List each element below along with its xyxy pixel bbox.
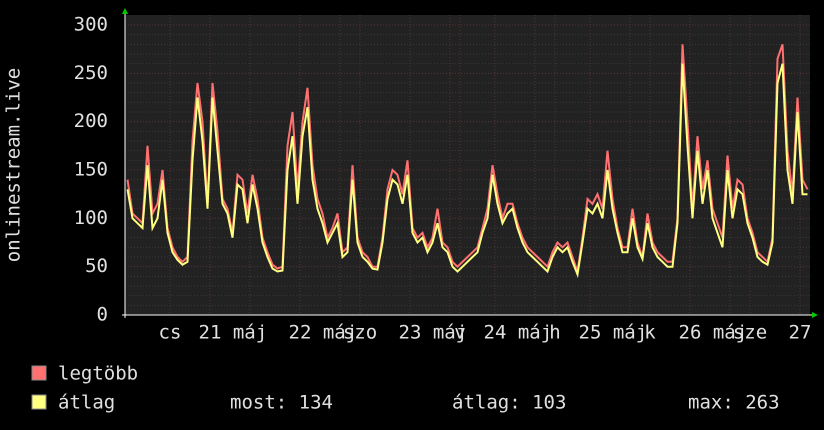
- x-tick-label: máj: [233, 322, 267, 344]
- x-tick-label: 21: [199, 322, 222, 344]
- x-tick-label: máj: [613, 322, 647, 344]
- axis-arrow: [122, 8, 128, 14]
- legend-swatch: [31, 365, 47, 381]
- x-tick-label: 24: [484, 322, 507, 344]
- y-tick-label: 0: [97, 304, 108, 326]
- y-tick-label: 100: [74, 207, 108, 229]
- x-tick-label: 23: [399, 322, 422, 344]
- stat: átlag: 103: [452, 392, 566, 414]
- x-tick-label: szo: [343, 322, 377, 344]
- x-tick-label: 26: [679, 322, 702, 344]
- y-tick-label: 50: [85, 255, 108, 277]
- x-tick-label: h: [549, 322, 560, 344]
- y-tick-label: 200: [74, 110, 108, 132]
- y-tick-label: 300: [74, 14, 108, 36]
- x-tick-label: máj: [518, 322, 552, 344]
- x-tick-label: cs: [159, 322, 182, 344]
- x-tick-label: 27: [789, 322, 812, 344]
- x-tick-label: 25: [579, 322, 602, 344]
- y-tick-label: 250: [74, 62, 108, 84]
- x-tick-label: máj: [433, 322, 467, 344]
- y-tick-label: 150: [74, 159, 108, 181]
- x-tick-label: 22: [289, 322, 312, 344]
- series-line: [126, 63, 808, 279]
- stat: max: 263: [688, 392, 780, 414]
- y-axis-label: onlinestream.live: [3, 68, 25, 262]
- x-tick-label: v: [454, 322, 465, 344]
- stat: most: 134: [230, 392, 333, 414]
- legend-label: legtöbb: [58, 363, 138, 385]
- x-tick-label: máj: [713, 322, 747, 344]
- x-tick-label: sze: [733, 322, 767, 344]
- x-tick-label: k: [644, 322, 656, 344]
- axis-arrow: [812, 312, 818, 318]
- x-tick-label: máj: [323, 322, 357, 344]
- legend-label: átlag: [58, 392, 115, 414]
- legend-swatch: [31, 394, 47, 410]
